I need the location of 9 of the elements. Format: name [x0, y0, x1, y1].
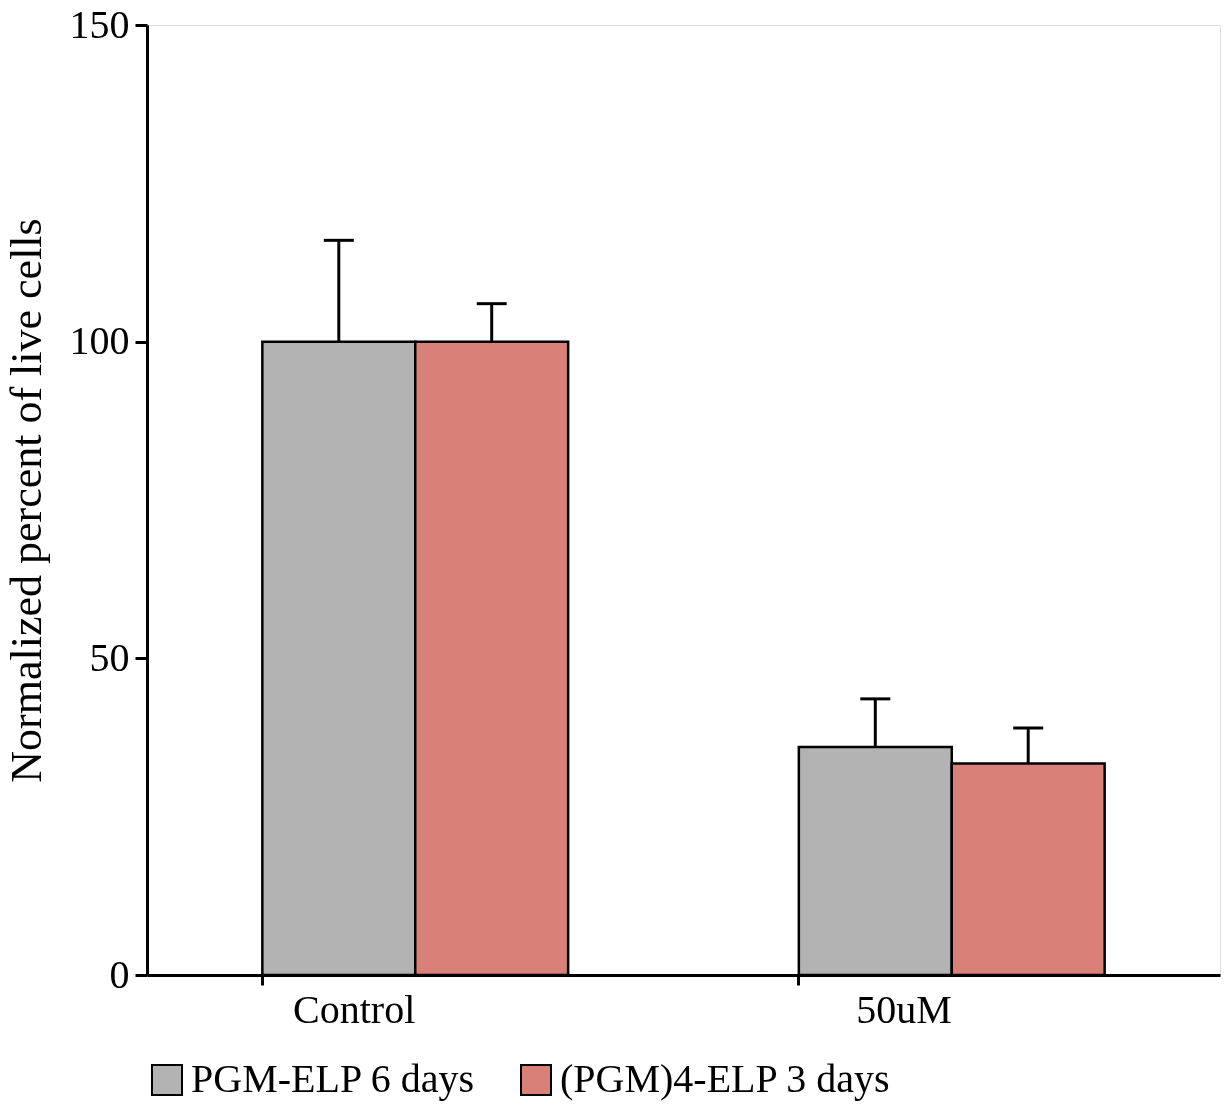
y-tick-label: 150 [69, 1, 130, 47]
x-tick-label: 50uM [856, 986, 952, 1032]
y-tick-label: 50 [89, 634, 130, 680]
y-tick-label: 0 [109, 951, 130, 997]
x-tick-label: Control [293, 986, 416, 1032]
legend-label: (PGM)4-ELP 3 days [560, 1056, 890, 1101]
legend-label: PGM-ELP 6 days [191, 1056, 474, 1101]
y-axis-title: Normalized percent of live cells [1, 218, 51, 783]
y-tick-label: 100 [69, 318, 130, 364]
